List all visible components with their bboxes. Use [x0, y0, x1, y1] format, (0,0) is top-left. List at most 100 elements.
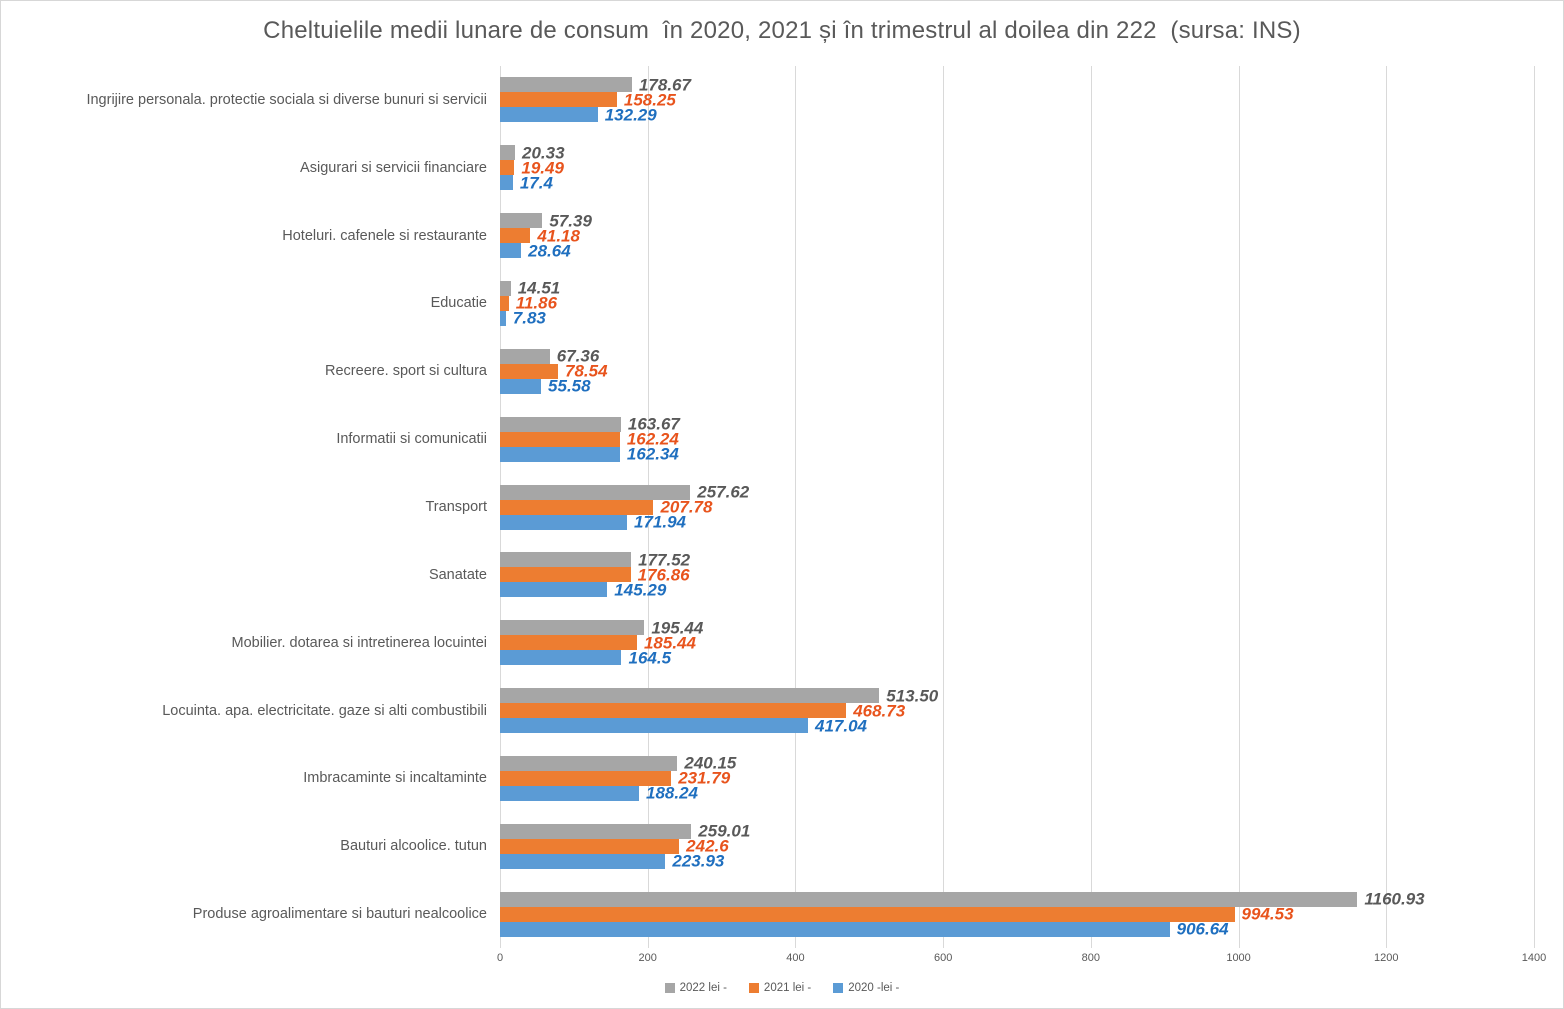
bar-row: 17.4 [500, 173, 1534, 193]
bar-row: 20.33 [500, 144, 1534, 161]
bar [500, 416, 621, 432]
bar-value-label: 132.29 [604, 105, 657, 125]
bar-row: 259.01 [500, 821, 1534, 841]
bar-row: 207.78 [500, 499, 1534, 516]
bar-row: 19.49 [500, 158, 1534, 178]
bar-value-label: 513.50 [886, 686, 939, 706]
bar-row: 231.79 [500, 768, 1534, 788]
x-tick-label: 0 [496, 952, 504, 964]
bar-row: 145.29 [500, 580, 1534, 600]
bar-row: 171.94 [500, 512, 1534, 532]
bar [500, 446, 620, 462]
bar-value-label: 185.44 [643, 633, 696, 653]
bar-row: 1160.93 [500, 889, 1534, 909]
bar [500, 431, 620, 447]
bar-value-label: 178.67 [638, 75, 691, 95]
bar [500, 838, 680, 854]
bar [500, 175, 513, 191]
bar-value-label: 171.94 [633, 512, 686, 532]
x-tick-label: 1200 [1374, 952, 1399, 964]
bar-row: 164.5 [500, 649, 1534, 666]
legend-label: 2021 lei - [763, 982, 812, 994]
gridline-1200 [1386, 66, 1388, 948]
legend-swatch-icon [748, 983, 759, 993]
bar-value-label: 195.44 [651, 618, 704, 638]
bar-row: 67.36 [500, 346, 1534, 366]
category-label: Locuinta. apa. electricitate. gaze si al… [162, 702, 487, 719]
bar [500, 92, 617, 108]
bar [500, 688, 880, 704]
bar-value-label: 57.39 [549, 211, 592, 231]
bar-row: 257.62 [500, 482, 1534, 502]
category-label: Imbracaminte si incaltaminte [303, 770, 487, 787]
bar-row: 162.34 [500, 444, 1534, 464]
bar-value-label: 17.4 [519, 173, 553, 193]
bar-value-label: 162.34 [626, 444, 679, 464]
bar [500, 77, 632, 93]
bar-value-label: 417.04 [815, 716, 867, 736]
bar-value-label: 242.6 [686, 836, 729, 856]
bar-value-label: 67.36 [556, 346, 600, 366]
bar [500, 620, 645, 636]
bar-value-label: 1160.93 [1364, 889, 1425, 909]
x-tick-label: 200 [638, 952, 657, 964]
bar-value-label: 257.62 [697, 482, 750, 502]
bar [500, 635, 637, 651]
bar-row: 240.15 [500, 755, 1534, 772]
bar [500, 891, 1358, 907]
bar-row: 468.73 [500, 702, 1534, 719]
category-label: Hoteluri. cafenele si restaurante [282, 227, 487, 244]
bar-row: 417.04 [500, 716, 1534, 736]
value-axis: 0 200 400 600 800 1000 1200 1400 [496, 952, 1546, 968]
bar-row: 994.53 [500, 906, 1534, 923]
bar-value-label: 41.18 [537, 226, 580, 246]
legend-swatch-icon [833, 983, 844, 993]
bar [500, 145, 515, 161]
bar-value-label: 19.49 [521, 158, 564, 178]
bar-row: 158.25 [500, 91, 1534, 108]
bar-value-label: 78.54 [565, 361, 608, 381]
bar-row: 11.86 [500, 295, 1534, 312]
x-tick-label: 1000 [1226, 952, 1251, 964]
bar-value-label: 55.58 [548, 376, 591, 396]
legend-item: 2021 lei - [748, 982, 812, 994]
bar [500, 703, 847, 719]
category-label: Ingrijire personala. protectie sociala s… [86, 91, 487, 108]
bar-row: 242.6 [500, 836, 1534, 856]
bar [500, 213, 543, 229]
gridline-1400 [1534, 66, 1535, 948]
bar-row: 188.24 [500, 783, 1534, 803]
bar-value-label: 259.01 [698, 821, 751, 841]
bar-value-label: 231.79 [678, 768, 731, 788]
bar [500, 755, 678, 771]
bar [500, 582, 608, 598]
bar-value-label: 188.24 [646, 783, 699, 803]
category-label: Produse agroalimentare si bauturi nealco… [192, 906, 487, 923]
bar [500, 295, 509, 311]
bar-row: 132.29 [500, 105, 1534, 125]
gridline-800 [1090, 66, 1092, 948]
bar [500, 770, 672, 786]
bar-row: 28.64 [500, 242, 1534, 259]
category-label: Sanatate [428, 566, 487, 583]
legend-label: 2022 lei - [679, 982, 727, 994]
category-label: Educatie [430, 295, 487, 312]
bar-value-label: 7.83 [512, 308, 546, 328]
bar [500, 280, 511, 296]
legend-item: 2020 -lei - [833, 982, 899, 994]
x-tick-label: 800 [1081, 952, 1101, 964]
bar-row: 163.67 [500, 416, 1534, 433]
bar-row: 41.18 [500, 226, 1534, 246]
bar-row: 178.67 [500, 75, 1534, 95]
bar [500, 378, 542, 394]
category-label: Bauturi alcoolice. tutun [340, 838, 487, 855]
bar [500, 160, 515, 176]
bar [500, 552, 632, 568]
gridline-400 [795, 66, 797, 948]
bar-row: 78.54 [500, 361, 1534, 381]
bar [500, 921, 1170, 937]
bar-value-label: 145.29 [614, 580, 667, 600]
bar-row: 185.44 [500, 633, 1534, 653]
plot-area: 178.67 158.25 132.29 20.33 19.49 17.4 57.39 41.… [500, 66, 1535, 948]
